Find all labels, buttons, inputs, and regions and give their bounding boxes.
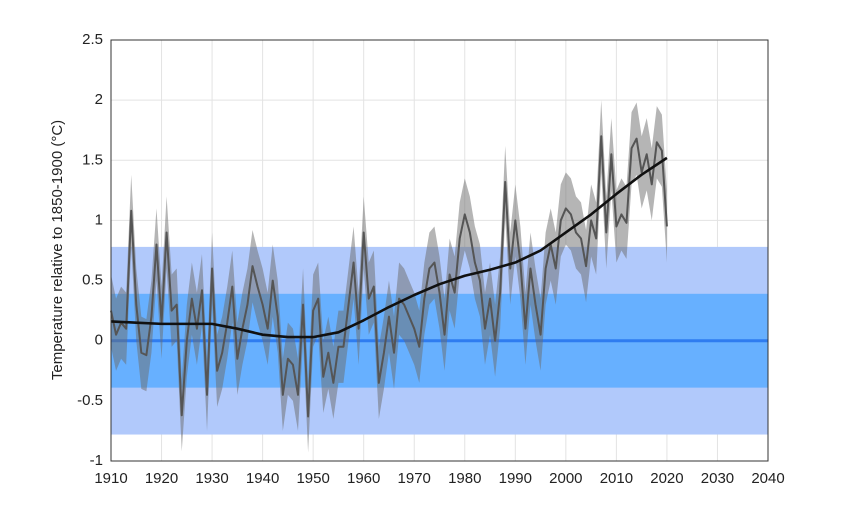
x-tick-label: 1930 xyxy=(195,470,228,487)
x-tick-label: 1950 xyxy=(296,470,329,487)
x-tick-label: 1910 xyxy=(94,470,127,487)
y-tick-label: -0.5 xyxy=(77,392,103,409)
uncertainty-band xyxy=(111,100,667,453)
x-tick-label: 1990 xyxy=(499,470,532,487)
x-tick-label: 2000 xyxy=(549,470,582,487)
x-tick-label: 2040 xyxy=(751,470,784,487)
x-tick-label: 1960 xyxy=(347,470,380,487)
y-tick-label: 0.5 xyxy=(82,272,103,289)
y-axis-label: Temperature relative to 1850-1900 (°C) xyxy=(49,120,66,380)
y-tick-label: -1 xyxy=(90,452,103,469)
x-tick-label: 1980 xyxy=(448,470,481,487)
x-tick-label: 1920 xyxy=(145,470,178,487)
y-tick-label: 2 xyxy=(95,91,103,108)
y-tick-label: 0 xyxy=(95,332,103,349)
x-tick-label: 1970 xyxy=(398,470,431,487)
smoothed-line xyxy=(110,156,668,339)
x-tick-label: 2020 xyxy=(650,470,683,487)
x-tick-label: 2030 xyxy=(701,470,734,487)
y-tick-label: 2.5 xyxy=(82,31,103,48)
y-tick-label: 1.5 xyxy=(82,151,103,168)
plot-frame xyxy=(110,39,769,462)
x-tick-label: 1940 xyxy=(246,470,279,487)
y-tick-label: 1 xyxy=(95,211,103,228)
x-tick-label: 2010 xyxy=(600,470,633,487)
